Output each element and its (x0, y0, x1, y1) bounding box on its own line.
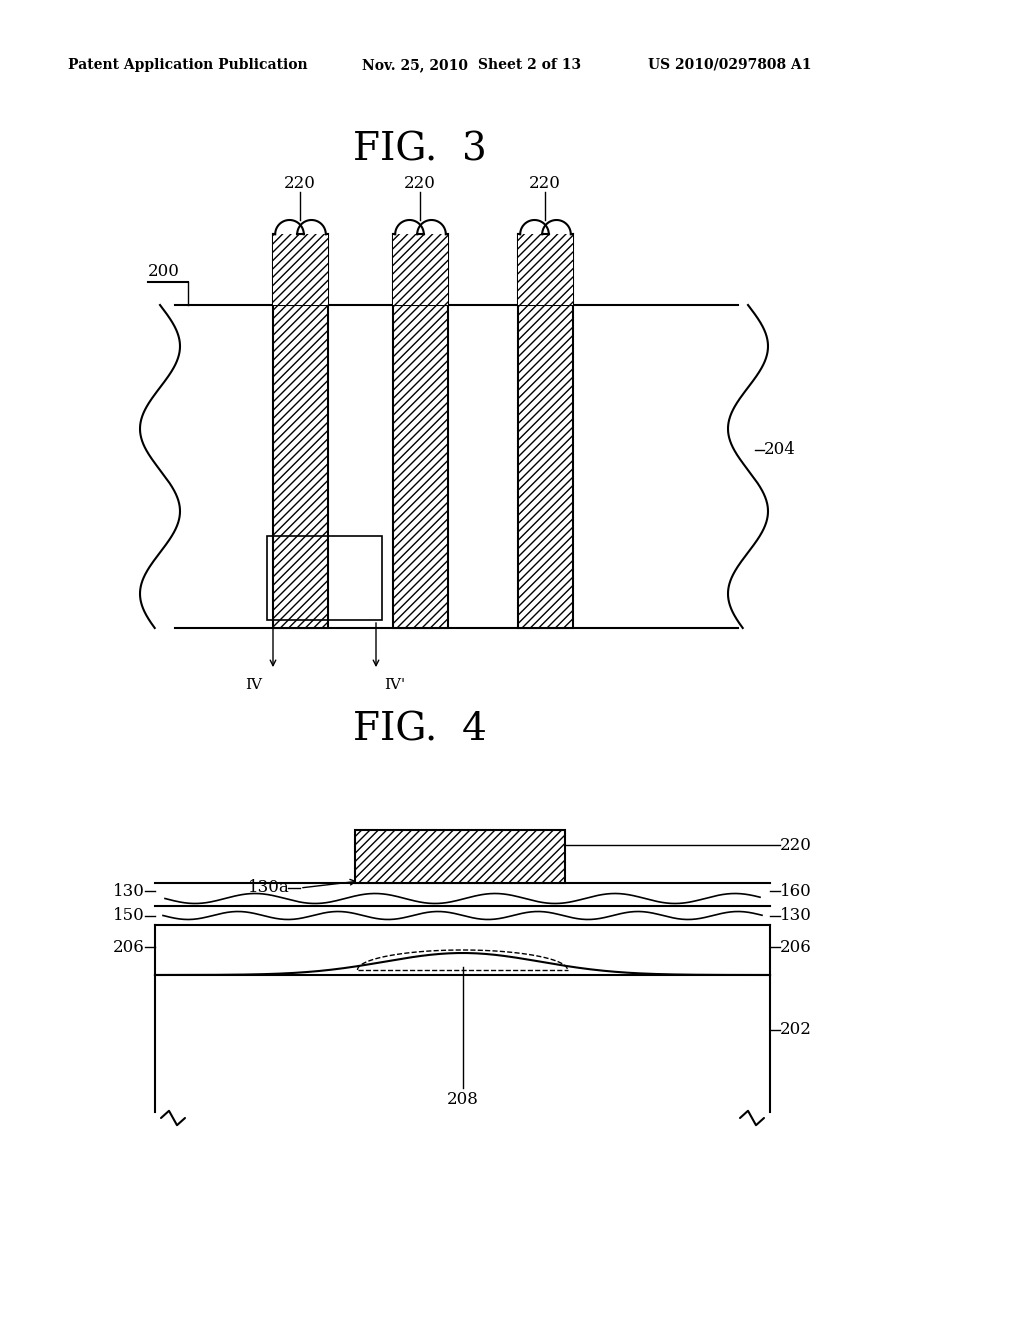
Text: 130: 130 (780, 908, 812, 924)
Bar (518, 305, 573, 628)
Text: 208: 208 (446, 1092, 478, 1109)
Text: 130: 130 (113, 883, 145, 899)
Text: Nov. 25, 2010: Nov. 25, 2010 (362, 58, 468, 73)
Text: 220: 220 (284, 176, 316, 191)
Text: 150: 150 (114, 908, 145, 924)
Text: Patent Application Publication: Patent Application Publication (68, 58, 307, 73)
Text: 160: 160 (780, 883, 812, 899)
Bar (518, 235, 573, 305)
Text: FIG.  3: FIG. 3 (353, 132, 486, 169)
Text: 202: 202 (780, 1022, 812, 1039)
Bar (267, 536, 382, 620)
Bar (393, 305, 449, 628)
Text: 220: 220 (404, 176, 436, 191)
Text: IV: IV (245, 678, 262, 692)
Text: 220: 220 (780, 837, 812, 854)
Text: Sheet 2 of 13: Sheet 2 of 13 (478, 58, 582, 73)
Text: IV': IV' (384, 678, 406, 692)
Bar (355, 830, 565, 883)
Text: 206: 206 (780, 939, 812, 956)
Bar (393, 235, 449, 305)
Text: 220: 220 (529, 176, 561, 191)
Text: 200: 200 (148, 264, 180, 281)
Bar (273, 305, 328, 628)
Text: 206: 206 (114, 939, 145, 956)
Bar (273, 235, 328, 305)
Text: 204: 204 (764, 441, 796, 458)
Text: US 2010/0297808 A1: US 2010/0297808 A1 (648, 58, 811, 73)
Text: FIG.  4: FIG. 4 (353, 711, 487, 748)
Text: 130a: 130a (248, 879, 290, 896)
